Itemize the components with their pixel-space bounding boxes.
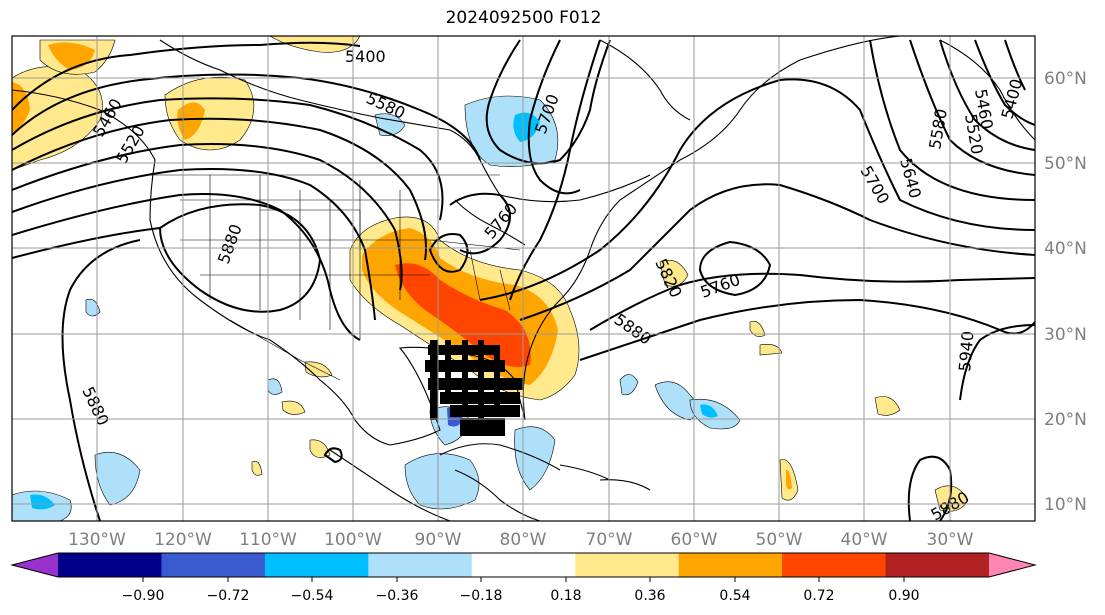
colorbar-segment (58, 553, 162, 577)
colorbar-extend-low (12, 553, 58, 577)
longitude-labels: 130°W 120°W 110°W 100°W 90°W 80°W 70°W 6… (68, 530, 974, 550)
lat-label: 50°N (1044, 154, 1087, 174)
colorbar-ticks (142, 577, 905, 582)
lon-label: 110°W (239, 530, 297, 550)
colorbar-tick-label: 0.90 (888, 588, 919, 604)
lat-label: 60°N (1044, 69, 1087, 89)
colorbar-segment (368, 553, 473, 577)
colorbar-segment (161, 553, 266, 577)
colorbar-tick-label: −0.36 (376, 588, 419, 604)
colorbar-tick-label: 0.36 (634, 588, 665, 604)
lon-label: 50°W (756, 530, 803, 550)
graticule (12, 36, 1035, 521)
lat-label: 30°N (1044, 325, 1087, 345)
shaded-fields (12, 36, 969, 521)
lat-label: 40°N (1044, 239, 1087, 259)
colorbar-tick-label: 0.72 (803, 588, 834, 604)
map-title: 2024092500 F012 (445, 8, 602, 28)
colorbar-outline (10, 552, 1037, 578)
colorbar-tick-label: −0.54 (291, 588, 334, 604)
lon-label: 100°W (324, 530, 382, 550)
lon-label: 40°W (841, 530, 888, 550)
lon-label: 130°W (68, 530, 126, 550)
lat-label: 20°N (1044, 410, 1087, 430)
map-frame (11, 35, 1036, 522)
colorbar-segment (885, 553, 990, 577)
lon-label: 70°W (586, 530, 633, 550)
colorbar-tick-label: −0.90 (122, 588, 165, 604)
colorbar-segment (575, 553, 680, 577)
latitude-labels: 60°N 50°N 40°N 30°N 20°N 10°N (1044, 69, 1087, 515)
colorbar-segment (678, 553, 783, 577)
marker-cluster (425, 340, 523, 436)
map-plot-area: 5400 5580 5700 5460 5520 5400 5460 5520 … (12, 36, 1035, 521)
colorbar-tick-labels: −0.90 −0.72 −0.54 −0.36 −0.18 0.18 0.36 … (122, 588, 920, 604)
height-contours (12, 39, 1035, 521)
colorbar-segment (264, 553, 369, 577)
lon-label: 60°W (671, 530, 718, 550)
colorbar-tick-label: −0.18 (460, 588, 503, 604)
lon-label: 90°W (415, 530, 462, 550)
colorbar-extend-high (989, 553, 1035, 577)
contour-label: 5940 (955, 330, 977, 372)
colorbar-tick-label: 0.54 (719, 588, 750, 604)
colorbar-segment (471, 553, 576, 577)
lon-label: 120°W (154, 530, 212, 550)
lon-label: 80°W (500, 530, 547, 550)
lat-label: 10°N (1044, 495, 1087, 515)
colorbar-segment (782, 553, 887, 577)
colorbar: −0.90 −0.72 −0.54 −0.36 −0.18 0.18 0.36 … (10, 552, 1037, 604)
contour-label: 5400 (345, 47, 386, 66)
colorbar-tick-label: 0.18 (550, 588, 581, 604)
colorbar-segments (12, 553, 1035, 577)
lon-label: 30°W (927, 530, 974, 550)
colorbar-tick-label: −0.72 (207, 588, 250, 604)
